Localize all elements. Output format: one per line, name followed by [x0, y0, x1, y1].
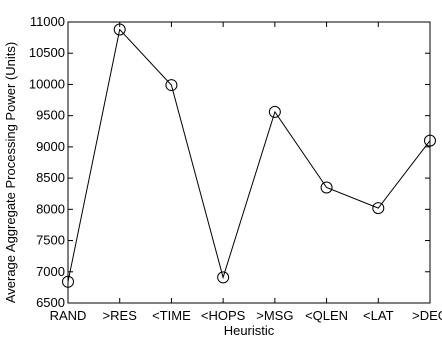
x-axis-label: Heuristic	[224, 323, 275, 338]
y-tick-label: 8000	[36, 201, 65, 216]
data-point	[217, 271, 230, 284]
y-tick-label: 11000	[30, 14, 65, 29]
x-tick-label: <LAT	[363, 308, 394, 323]
data-point	[320, 181, 333, 194]
x-tick-label: >MSG	[256, 308, 293, 323]
x-tick-label: <TIME	[152, 308, 191, 323]
y-tick-label: 9000	[36, 139, 65, 154]
data-point	[113, 23, 126, 36]
x-tick-label: >DEG	[412, 308, 442, 323]
y-tick-label: 7500	[36, 233, 65, 248]
plot-frame	[67, 21, 431, 304]
series-line	[67, 28, 431, 282]
x-tick-label: RAND	[50, 308, 87, 323]
x-tick-label: >RES	[103, 308, 138, 323]
x-tick-label: <HOPS	[201, 308, 246, 323]
data-point	[372, 202, 385, 215]
y-tick-label: 10000	[29, 76, 65, 91]
data-point	[62, 275, 74, 288]
x-axis-ticks: RAND >RES <TIME <HOPS >MSG <QLEN <LAT >DEG	[50, 22, 442, 323]
data-point	[268, 105, 281, 118]
y-tick-label: 8500	[36, 170, 65, 185]
y-tick-label: 10500	[29, 45, 65, 60]
x-tick-label: <QLEN	[305, 308, 348, 323]
y-axis-ticks: 6500 7000 7500 8000 8500 9000 9500 10000 10500 11…	[29, 14, 430, 310]
y-tick-label: 6500	[36, 295, 65, 310]
y-axis-label: Average Aggregate Processing Power (Unit…	[3, 42, 18, 303]
data-points	[62, 23, 436, 288]
y-tick-label: 9500	[36, 108, 65, 123]
data-point	[424, 134, 436, 147]
y-tick-label: 7000	[36, 264, 65, 279]
data-point	[165, 79, 178, 92]
